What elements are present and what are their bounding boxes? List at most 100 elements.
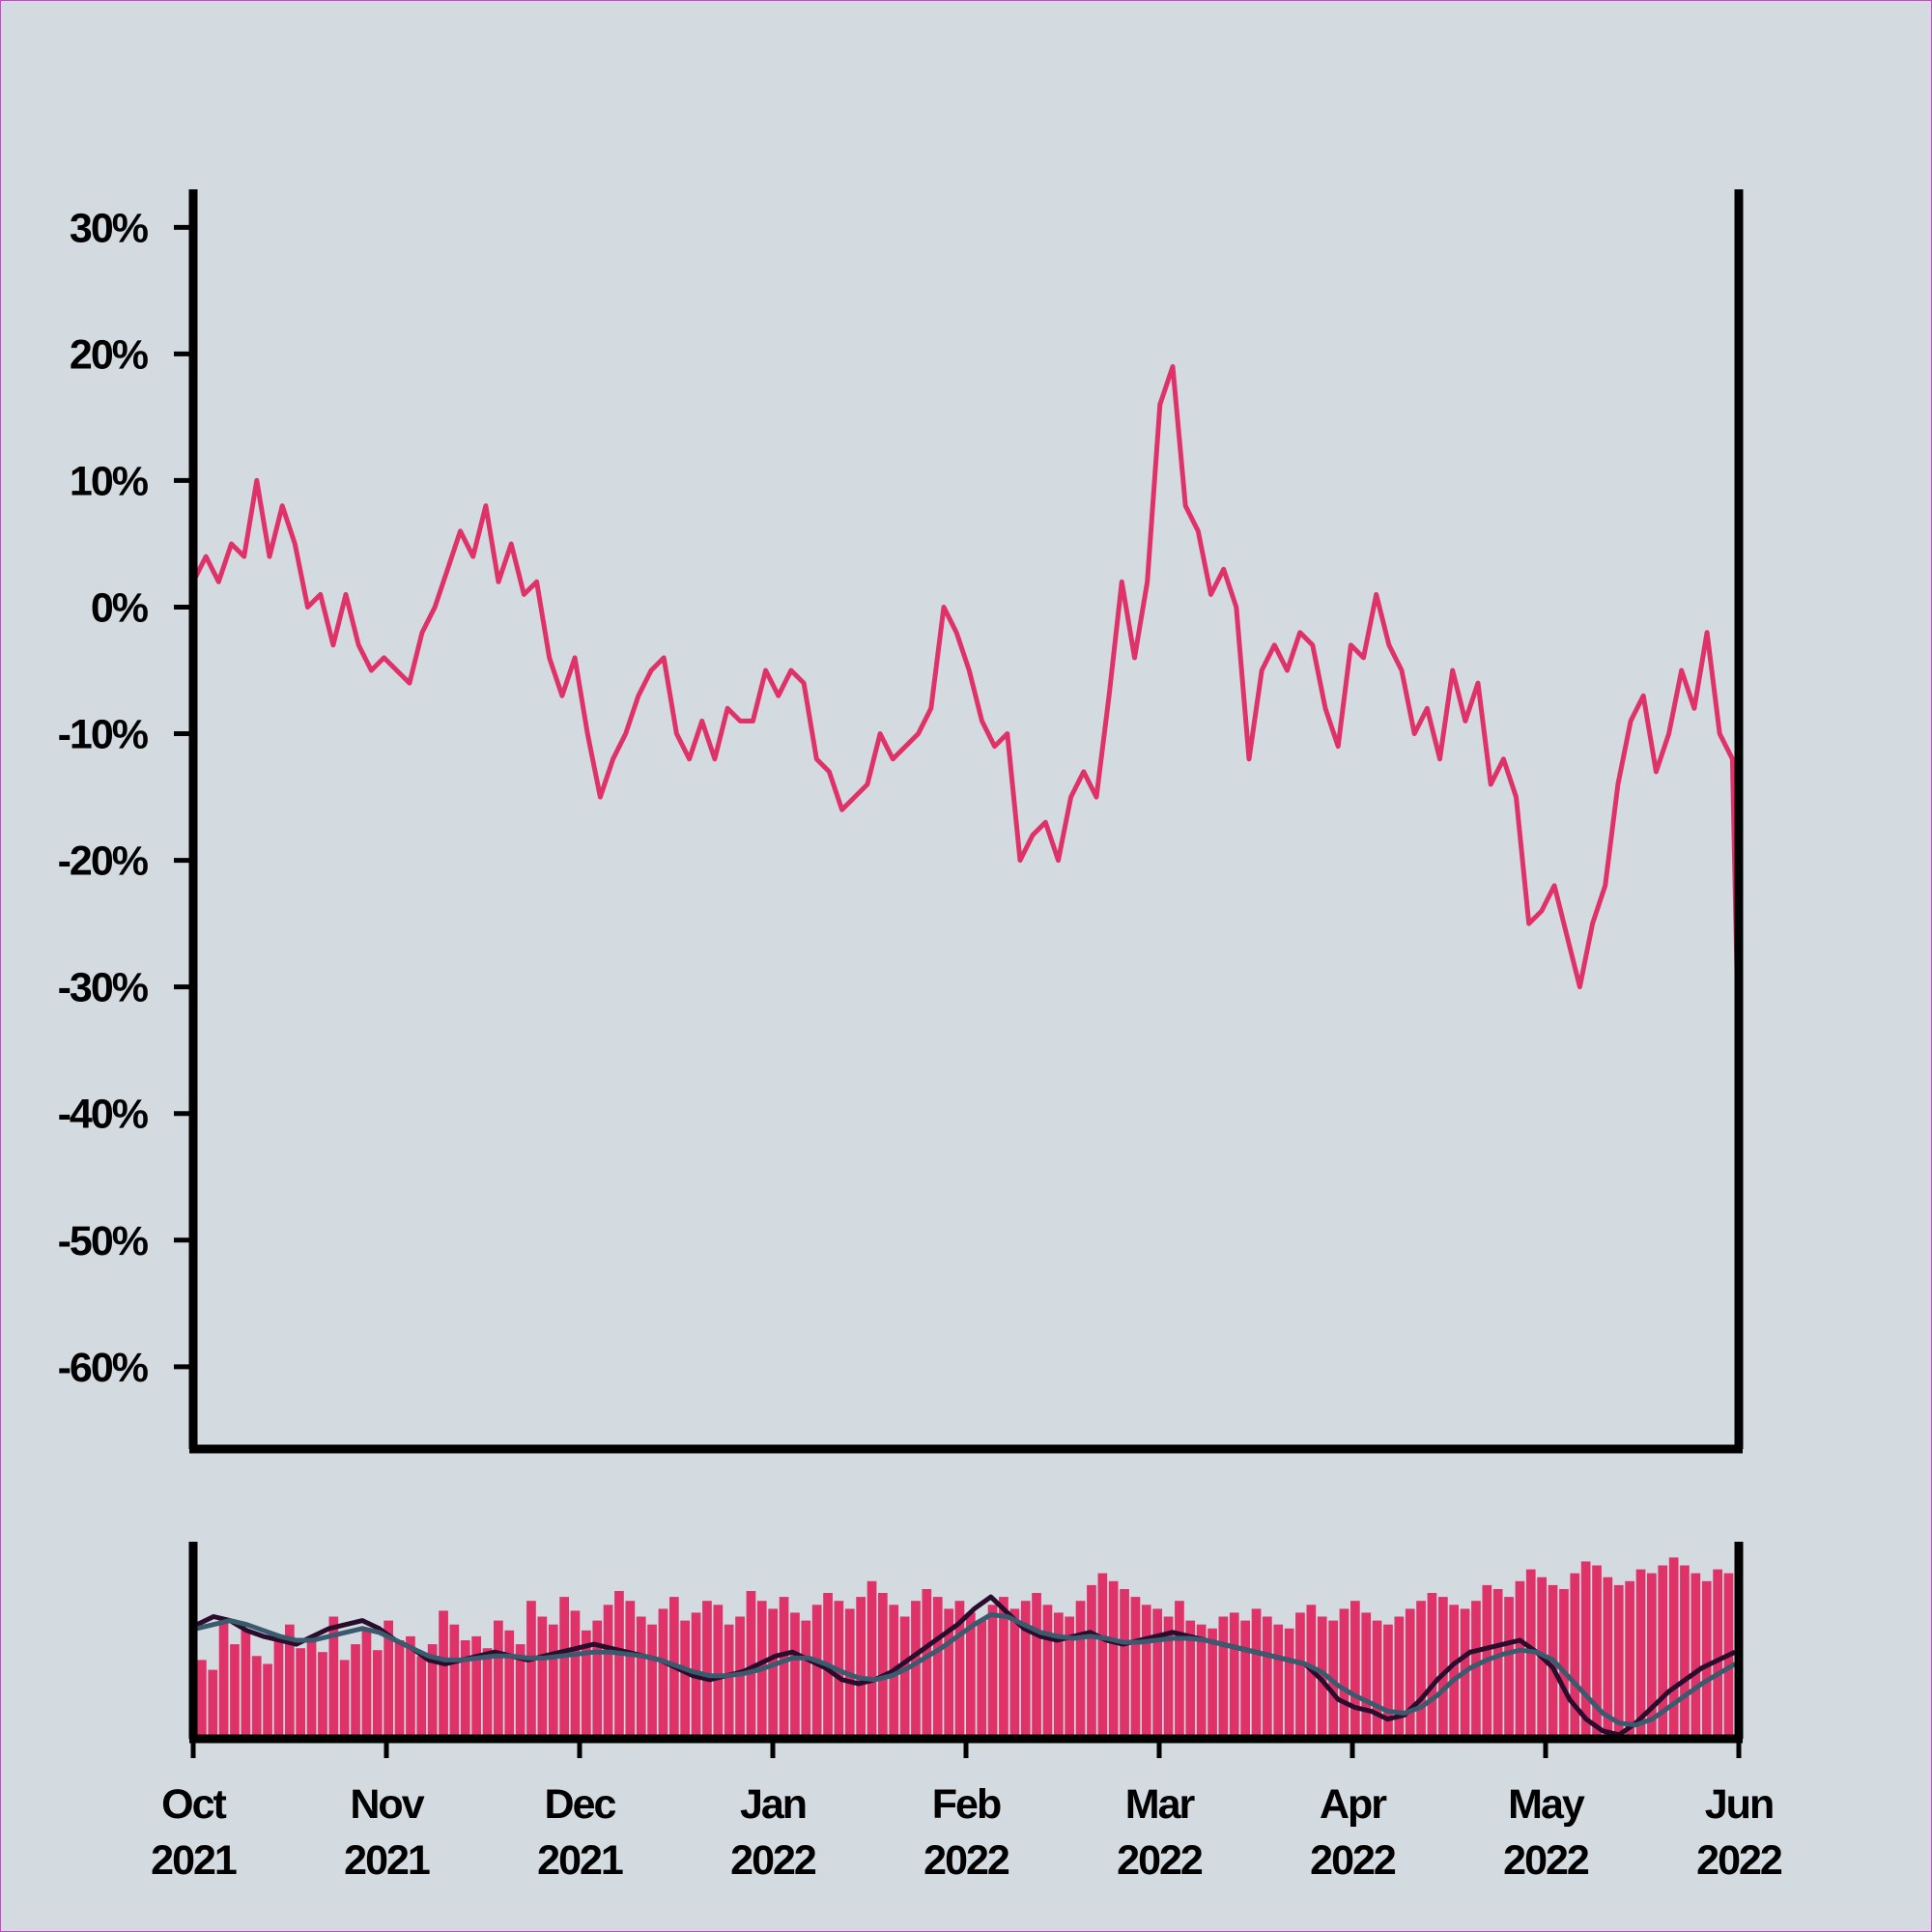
y-tick-label: -10% [58,712,149,758]
volume-bar [746,1591,756,1739]
volume-bar [1492,1589,1503,1739]
volume-bar [1427,1593,1437,1739]
volume-bar [592,1620,603,1739]
volume-bar [614,1591,624,1739]
volume-bar [1339,1608,1350,1739]
x-tick-label-month: Jan [740,1781,806,1828]
volume-bar [394,1640,405,1739]
volume-bar [1570,1573,1580,1739]
volume-bar [790,1612,800,1739]
volume-bar [1218,1616,1229,1739]
volume-bar [1042,1605,1053,1739]
volume-bar [449,1624,460,1739]
volume-bar [1449,1605,1459,1739]
volume-bar [1405,1608,1415,1739]
main-panel: 30% 20% 10% 0% -10% -20% -30% -40% -50% -60% [58,189,1744,1454]
volume-bar [339,1660,350,1739]
volume-bar [439,1610,448,1739]
volume-bar [1120,1589,1129,1739]
x-tick-label-year: 2022 [1310,1837,1396,1884]
volume-bar [966,1612,976,1739]
volume-bar [372,1650,383,1739]
volume-bar [351,1644,360,1739]
volume-bar [1065,1616,1074,1739]
x-tick-label-year: 2022 [730,1837,816,1884]
volume-bar [1163,1616,1174,1739]
y-tick-label: -40% [58,1092,149,1138]
volume-bar [1284,1628,1294,1739]
volume-bar [856,1597,866,1739]
volume-bar [1009,1608,1020,1739]
volume-bar [680,1620,690,1739]
volume-bar [1658,1565,1668,1739]
volume-bar [1515,1580,1525,1739]
volume-bar [1020,1601,1031,1739]
volume-bar [1690,1573,1701,1739]
volume-bar [647,1624,657,1739]
volume-bar [954,1601,965,1739]
volume-bar [1097,1573,1108,1739]
volume-bar [1054,1612,1064,1739]
volume-bar [384,1620,393,1739]
volume-bar [1208,1628,1217,1739]
volume-bar [1240,1620,1250,1739]
volume-bar [1647,1573,1657,1739]
volume-bar [537,1616,548,1739]
volume-bar [482,1648,493,1739]
volume-bar [197,1660,207,1739]
x-tick-label-year: 2021 [151,1837,237,1884]
y-tick-label: -50% [58,1218,149,1264]
volume-bar [1635,1569,1646,1739]
volume-bar [987,1605,998,1739]
x-tick-label-month: Jun [1705,1781,1773,1828]
volume-bar [251,1656,262,1739]
volume-bar [241,1630,251,1739]
lower-series-line-2 [196,1612,1737,1728]
volume-bar [1152,1608,1162,1739]
volume-bar [406,1635,415,1739]
volume-bar [724,1624,734,1739]
volume-bar [1592,1565,1602,1739]
volume-bar [768,1608,778,1739]
volume-bar [273,1635,284,1739]
volume-bar [559,1597,569,1739]
volume-bar [911,1601,921,1739]
volume-bar [471,1635,481,1739]
volume-bar [932,1597,943,1739]
volume-bar [1701,1580,1712,1739]
y-tick-label: 30% [70,205,149,251]
volume-bar [735,1616,745,1739]
x-tick-label-year: 2022 [1696,1837,1782,1884]
y-tick-label: 10% [70,458,149,504]
y-tick-label: -30% [58,965,149,1011]
volume-bar [1130,1597,1141,1739]
lower-x-axis: Oct 2021 Nov 2021 Dec 2021 Jan 2022 Feb 2022 Mar 20… [151,1739,1784,1884]
x-tick-label-month: Oct [161,1781,226,1828]
volume-bar [1383,1624,1393,1739]
volume-bar [427,1644,438,1739]
volume-bar [1185,1620,1196,1739]
volume-bar [1713,1569,1722,1739]
volume-bar [1416,1601,1426,1739]
volume-bar [208,1669,218,1739]
volume-bar [1625,1580,1634,1739]
lower-panel: Oct 2021 Nov 2021 Dec 2021 Jan 2022 Feb 2022 Mar 20… [151,1542,1784,1884]
x-tick-label-year: 2021 [537,1837,623,1884]
x-tick-label-month: Mar [1125,1781,1196,1828]
volume-bar [1229,1612,1239,1739]
main-y-axis: 30% 20% 10% 0% -10% -20% -30% -40% -50% -60% [58,205,193,1391]
y-tick-label: 0% [91,584,149,631]
volume-bar [811,1605,822,1739]
volume-bar [1438,1597,1448,1739]
volume-bar [1295,1612,1305,1739]
volume-bar [801,1620,811,1739]
volume-bar [1580,1561,1591,1739]
volume-bar [1350,1601,1360,1739]
x-tick-label-year: 2021 [344,1837,430,1884]
volume-bar [702,1601,712,1739]
volume-bar [1087,1584,1096,1739]
volume-bar [1471,1601,1481,1739]
volume-bar [548,1624,558,1739]
lower-bars [197,1557,1734,1739]
